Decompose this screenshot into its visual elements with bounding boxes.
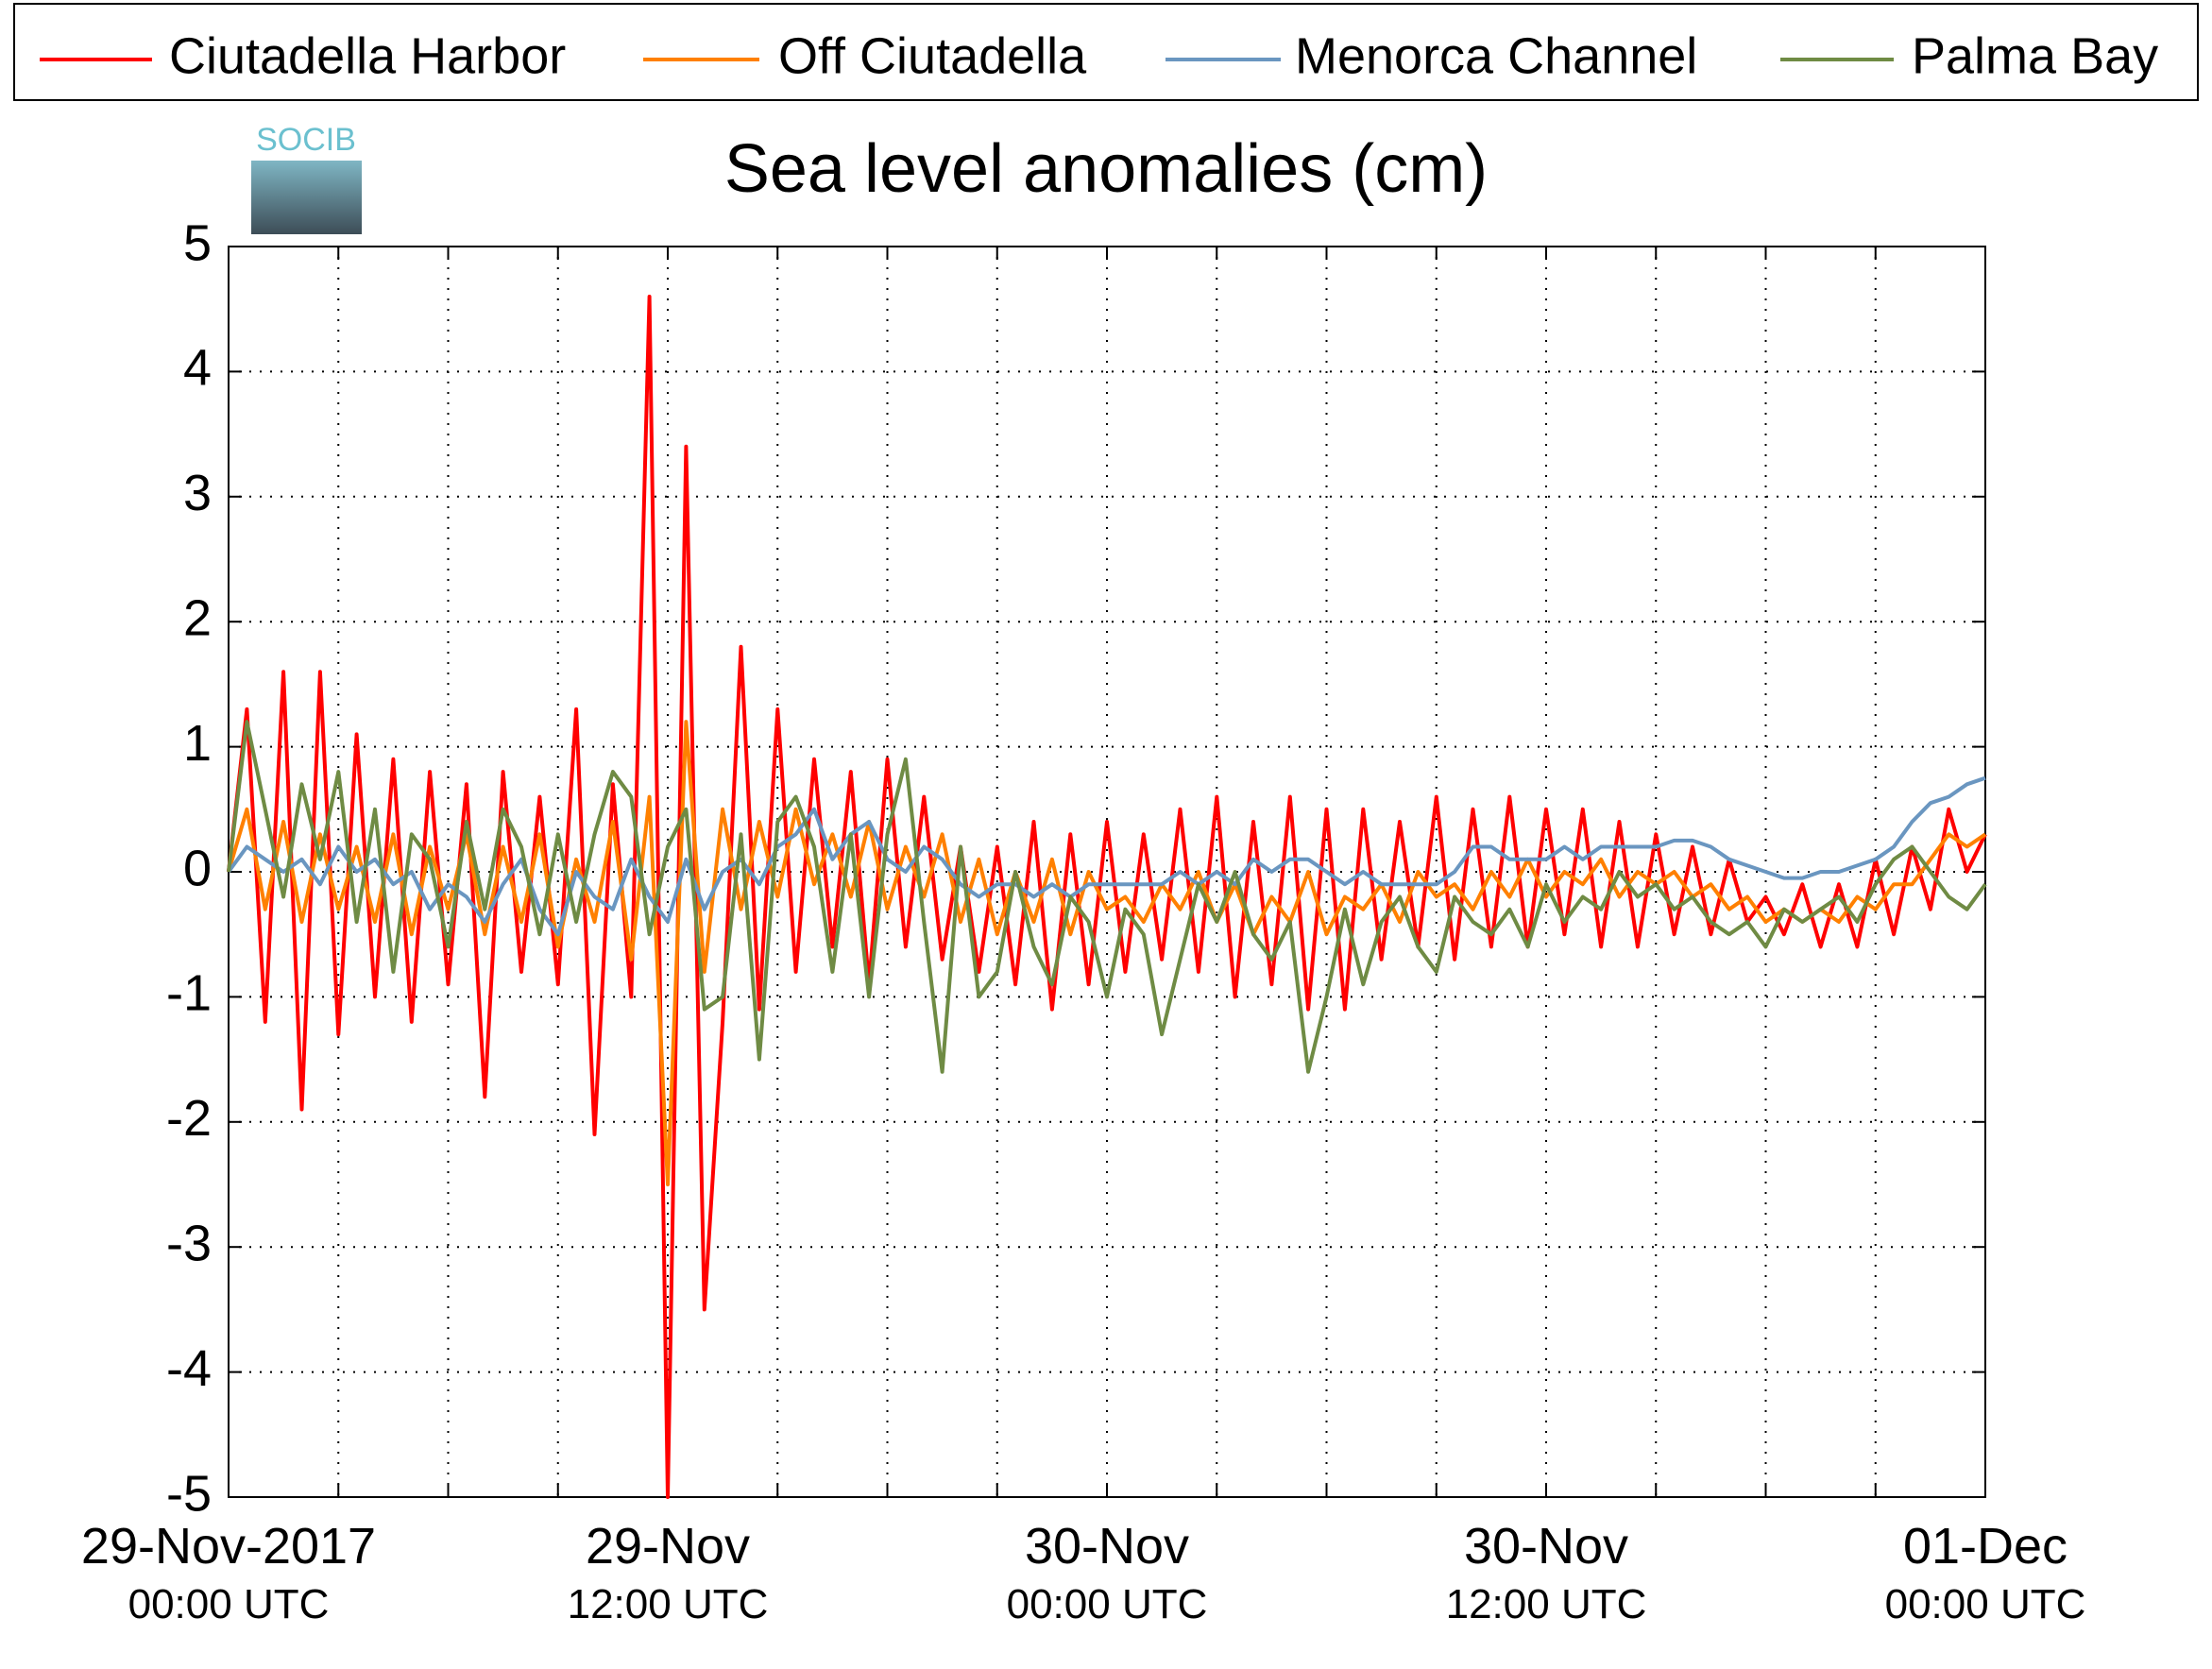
legend-label: Menorca Channel (1295, 27, 1697, 84)
logo (251, 161, 362, 234)
x-tick-label: 30-Nov 12:00 UTC (1445, 1518, 1647, 1627)
legend-box (13, 3, 2199, 101)
x-tick-label: 29-Nov-2017 00:00 UTC (80, 1518, 377, 1627)
chart-title: Sea level anomalies (cm) (724, 131, 1488, 207)
series-line (227, 775, 1986, 937)
series-line (227, 295, 1987, 1499)
series-line (227, 720, 1987, 1074)
legend-label: Palma Bay (1912, 27, 2158, 84)
y-tick-label: 4 (183, 340, 212, 397)
y-tick-label: -1 (166, 965, 212, 1022)
logo-text: SOCIB (256, 122, 356, 158)
x-tick-label: 29-Nov 12:00 UTC (567, 1518, 769, 1627)
y-tick-label: -2 (166, 1090, 212, 1147)
y-tick-label: -4 (166, 1340, 212, 1397)
y-tick-label: -5 (166, 1465, 212, 1522)
y-tick-label: 1 (183, 715, 212, 772)
y-tick-label: 2 (183, 589, 212, 646)
y-tick-label: 3 (183, 465, 212, 521)
y-tick-label: 0 (183, 840, 212, 896)
legend-label: Off Ciutadella (778, 27, 1087, 84)
legend-label: Ciutadella Harbor (169, 27, 566, 84)
x-tick-label: 01-Dec 00:00 UTC (1884, 1518, 2086, 1627)
y-tick-label: 5 (183, 214, 212, 271)
y-tick-label: -3 (166, 1215, 212, 1271)
x-tick-label: 30-Nov 00:00 UTC (1006, 1518, 1208, 1627)
